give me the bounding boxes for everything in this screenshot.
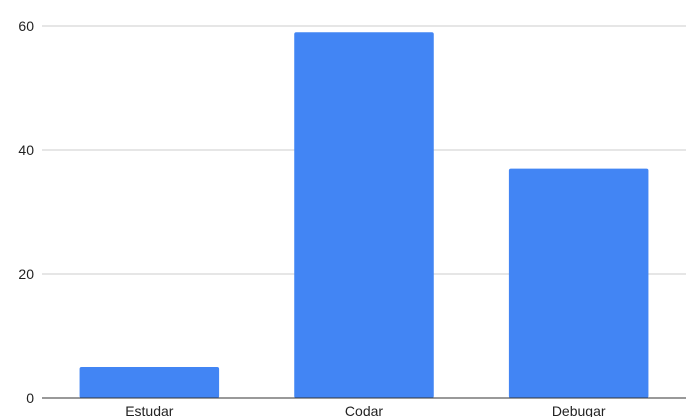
y-tick-label: 40 [18,142,34,158]
y-tick-label: 20 [18,266,34,282]
bars [79,32,649,398]
y-tick-label: 60 [18,18,34,34]
bar-debugar [508,168,649,398]
x-tick-label: Codar [345,403,383,417]
bar-estudar [79,367,220,398]
y-tick-label: 0 [26,390,34,406]
x-tick-label: Debugar [552,403,606,417]
x-tick-label: Estudar [125,403,174,417]
bar-codar [294,32,434,398]
y-axis-ticks: 0 20 40 60 [18,18,34,406]
x-axis-ticks: Estudar Codar Debugar [125,403,606,417]
